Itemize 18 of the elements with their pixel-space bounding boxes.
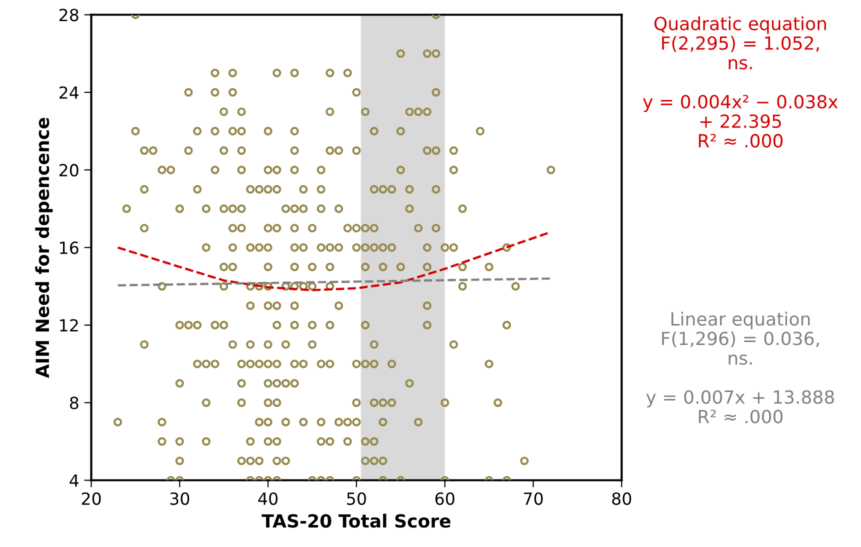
x-tick-label: 20 bbox=[82, 492, 101, 505]
text: Quadratic equation F(2,295) = 1.052, ns. y = 0.004x² − 0.038x + 22.395 R² ≈ .000 bbox=[643, 16, 838, 148]
y-tick-label: 12 bbox=[60, 319, 78, 332]
y-tick-label: 8 bbox=[70, 396, 78, 410]
y-axis-title: AIM Need for depencence bbox=[35, 118, 53, 378]
y-tick-label: 4 bbox=[70, 474, 79, 487]
y-tick-label: 20 bbox=[59, 164, 78, 177]
x-tick-label: 30 bbox=[170, 492, 190, 505]
x-axis-title: TAS-20 Total Score bbox=[262, 514, 450, 528]
x-tick-label: 70 bbox=[524, 492, 543, 505]
y-tick-label: 28 bbox=[59, 8, 78, 22]
y-tick-label: 24 bbox=[59, 86, 79, 99]
y-tick-label: 16 bbox=[60, 241, 78, 254]
x-tick-label: 60 bbox=[435, 492, 454, 505]
text: Linear equation F(1,296) = 0.036, ns. y = 0.007x + 13.888 R² ≈ .000 bbox=[646, 312, 834, 424]
x-tick-label: 50 bbox=[347, 492, 366, 505]
x-tick-label: 40 bbox=[258, 492, 278, 505]
x-tick-label: 80 bbox=[612, 492, 632, 505]
